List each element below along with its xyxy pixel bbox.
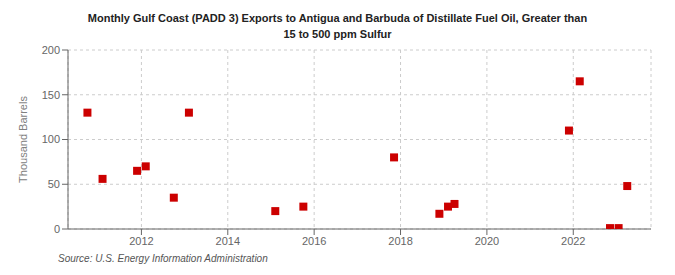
svg-text:0: 0	[54, 223, 60, 235]
svg-text:2012: 2012	[129, 235, 153, 247]
svg-text:2014: 2014	[216, 235, 240, 247]
svg-text:2016: 2016	[302, 235, 326, 247]
svg-text:200: 200	[42, 44, 60, 56]
svg-text:2018: 2018	[388, 235, 412, 247]
html-text:Source: U.S. Energy Informatio: Source: U.S. Energy Information Administ…	[58, 253, 268, 264]
svg-text:2020: 2020	[475, 235, 499, 247]
html-text:Monthly Gulf Coast (PADD 3) Ex: Monthly Gulf Coast (PADD 3) Exports to A…	[87, 12, 588, 24]
html-text:15 to 500 ppm Sulfur: 15 to 500 ppm Sulfur	[283, 28, 392, 40]
svg-text:50: 50	[48, 178, 60, 190]
svg-text:2022: 2022	[561, 235, 585, 247]
svg-text:Thousand Barrels: Thousand Barrels	[17, 96, 29, 183]
svg-text:100: 100	[42, 133, 60, 145]
svg-text:150: 150	[42, 89, 60, 101]
